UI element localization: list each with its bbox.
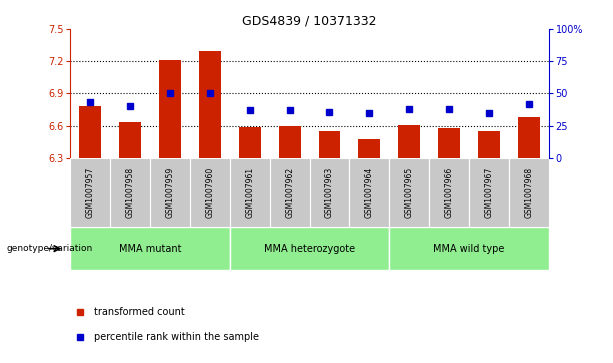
Text: GSM1007965: GSM1007965 [405,167,414,218]
Bar [80,106,101,158]
Text: GSM1007957: GSM1007957 [86,167,95,218]
Text: GSM1007968: GSM1007968 [524,167,533,218]
Bar [199,50,221,158]
Text: GSM1007961: GSM1007961 [245,167,254,218]
Text: GSM1007962: GSM1007962 [285,167,294,218]
Text: GSM1007967: GSM1007967 [484,167,493,218]
Bar [159,60,181,158]
Text: MMA heterozygote: MMA heterozygote [264,244,355,254]
Text: GSM1007959: GSM1007959 [166,167,175,218]
Bar [509,158,549,227]
Bar [70,227,230,270]
Bar [239,127,261,158]
Bar [438,128,460,158]
Text: GSM1007964: GSM1007964 [365,167,374,218]
Text: transformed count: transformed count [94,307,185,317]
Bar [310,158,349,227]
Text: GSM1007958: GSM1007958 [126,167,135,218]
Bar [518,117,539,158]
Bar [359,139,380,158]
Bar [120,122,141,158]
Bar [230,158,270,227]
Bar [270,158,310,227]
Bar [190,158,230,227]
Text: GSM1007966: GSM1007966 [444,167,454,218]
Bar [230,227,389,270]
Text: GSM1007960: GSM1007960 [205,167,215,218]
Bar [319,131,340,158]
Bar [389,158,429,227]
Bar [429,158,469,227]
Text: percentile rank within the sample: percentile rank within the sample [94,332,259,342]
Bar [349,158,389,227]
Bar [478,131,500,158]
Bar [469,158,509,227]
Text: genotype/variation: genotype/variation [6,244,93,253]
Text: GSM1007963: GSM1007963 [325,167,334,218]
Bar [389,227,549,270]
Bar [398,125,420,158]
Text: MMA wild type: MMA wild type [433,244,504,254]
Bar [279,126,300,158]
Title: GDS4839 / 10371332: GDS4839 / 10371332 [242,15,377,28]
Bar [150,158,190,227]
Bar [110,158,150,227]
Text: MMA mutant: MMA mutant [119,244,181,254]
Bar [70,158,110,227]
